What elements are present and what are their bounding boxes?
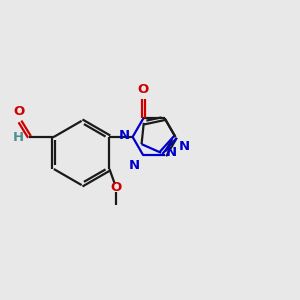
Text: H: H (13, 131, 24, 144)
Text: N: N (129, 159, 140, 172)
Text: O: O (110, 181, 122, 194)
Text: N: N (119, 129, 130, 142)
Text: O: O (138, 83, 149, 96)
Text: N: N (165, 146, 176, 159)
Text: N: N (178, 140, 190, 154)
Text: O: O (13, 106, 24, 118)
